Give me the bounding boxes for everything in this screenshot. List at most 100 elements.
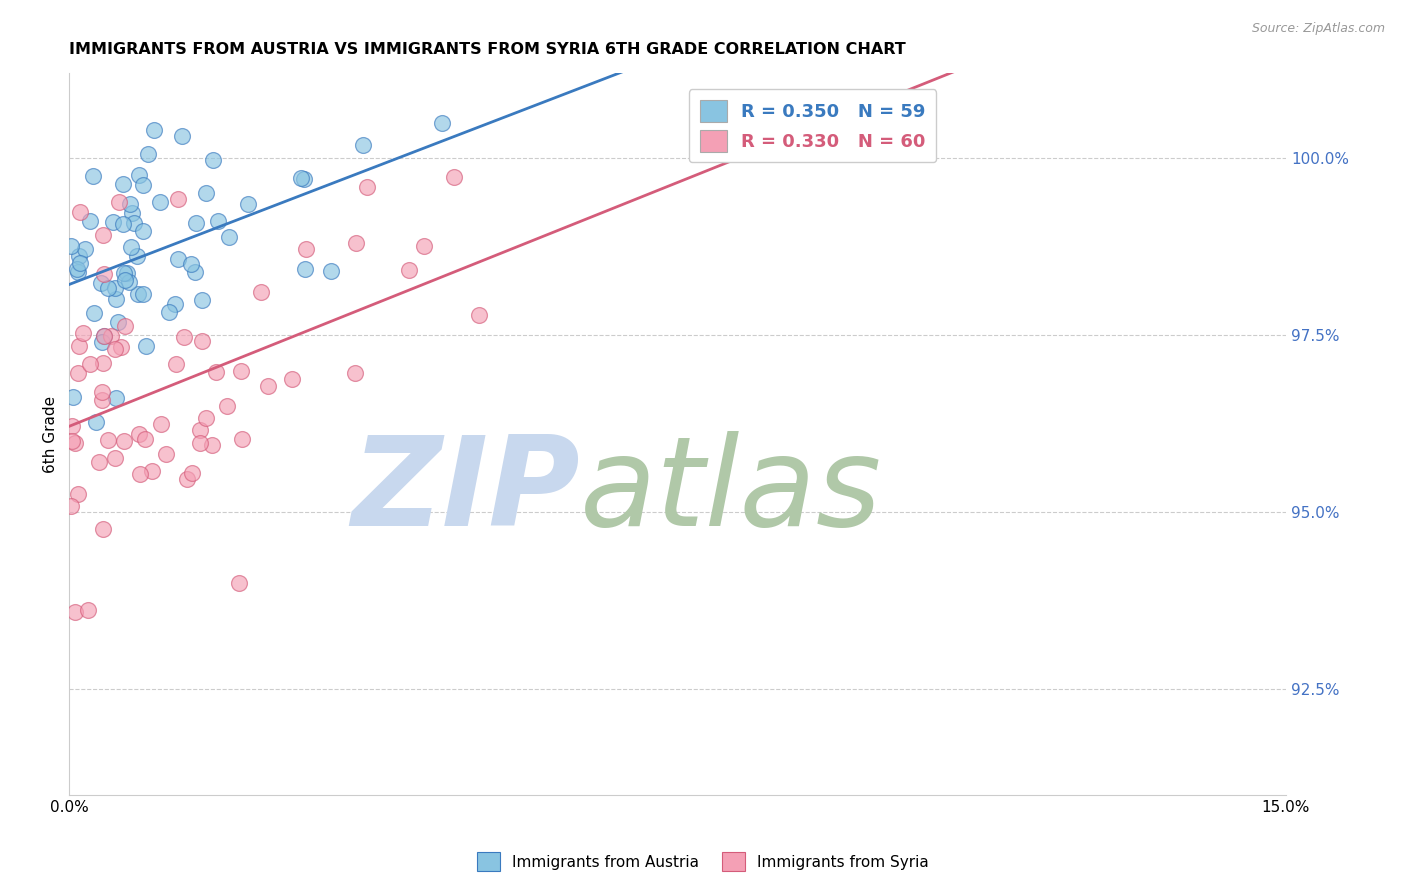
Point (91, 334, 114, 349)
Point (91, 227, 114, 242)
Point (413, 239, 436, 253)
Point (218, 230, 240, 244)
Point (110, 340, 132, 354)
Point (191, 293, 214, 307)
Point (165, 357, 187, 371)
Point (125, 249, 148, 263)
Point (96, 281, 118, 295)
Text: IMMIGRANTS FROM AUSTRIA VS IMMIGRANTS FROM SYRIA 6TH GRADE CORRELATION CHART: IMMIGRANTS FROM AUSTRIA VS IMMIGRANTS FR… (69, 42, 905, 57)
Point (181, 466, 204, 480)
Point (281, 372, 304, 386)
Point (201, 438, 224, 452)
Point (176, 472, 198, 486)
Point (103, 451, 125, 466)
Point (87, 455, 110, 469)
Point (344, 235, 367, 250)
Point (194, 186, 217, 200)
Point (104, 343, 127, 357)
Point (292, 171, 315, 186)
Point (62, 390, 84, 404)
Point (184, 216, 207, 230)
Point (215, 399, 238, 413)
Point (79, 214, 101, 228)
Point (207, 214, 229, 228)
Point (122, 216, 145, 230)
Point (83, 306, 105, 320)
Point (112, 267, 135, 281)
Text: ZIP: ZIP (352, 431, 581, 552)
Point (121, 206, 143, 220)
Point (72, 326, 94, 341)
Point (183, 265, 205, 279)
Point (108, 195, 131, 210)
Point (167, 252, 190, 267)
Point (136, 147, 159, 161)
Point (294, 261, 316, 276)
Point (93, 329, 115, 343)
Point (66, 262, 89, 277)
Point (105, 292, 128, 306)
Point (257, 378, 280, 392)
Point (205, 365, 228, 379)
Point (67, 249, 90, 263)
Point (135, 338, 157, 352)
Point (100, 328, 122, 343)
Point (166, 192, 188, 206)
Point (82, 169, 104, 184)
Point (93, 267, 115, 281)
Point (90, 384, 112, 399)
Point (86, 415, 108, 429)
Point (63, 605, 86, 619)
Point (60, 434, 83, 448)
Point (112, 434, 135, 449)
Point (228, 575, 250, 590)
Point (150, 417, 173, 431)
Point (90, 276, 112, 290)
Point (107, 315, 129, 329)
Point (142, 122, 165, 136)
Point (115, 266, 138, 280)
Point (73, 242, 96, 256)
Point (132, 178, 155, 192)
Point (111, 178, 134, 192)
Point (91, 356, 114, 370)
Legend: Immigrants from Austria, Immigrants from Syria: Immigrants from Austria, Immigrants from… (471, 847, 935, 877)
Point (149, 194, 172, 209)
Point (343, 366, 366, 380)
Point (118, 196, 141, 211)
Point (157, 305, 180, 319)
Point (443, 170, 465, 185)
Point (170, 129, 193, 144)
Point (67, 487, 90, 501)
Point (69, 256, 91, 270)
Point (202, 153, 225, 168)
Point (321, 264, 343, 278)
Point (104, 281, 127, 295)
Point (69, 205, 91, 219)
Point (67, 338, 90, 352)
Point (290, 171, 312, 186)
Point (93, 329, 115, 343)
Point (295, 242, 318, 256)
Point (104, 391, 127, 405)
Point (97, 433, 120, 447)
Point (59, 499, 82, 513)
Point (90, 393, 112, 408)
Y-axis label: 6th Grade: 6th Grade (44, 395, 58, 473)
Point (127, 287, 149, 301)
Point (188, 435, 211, 450)
Point (63, 435, 86, 450)
Point (128, 427, 150, 442)
Point (141, 464, 163, 478)
Point (229, 364, 252, 378)
Point (191, 334, 214, 349)
Point (132, 286, 155, 301)
Point (129, 467, 152, 481)
Point (188, 423, 211, 437)
Point (468, 308, 491, 322)
Point (91, 522, 114, 536)
Point (398, 263, 420, 277)
Text: atlas: atlas (581, 431, 883, 552)
Point (103, 215, 125, 229)
Point (134, 432, 156, 446)
